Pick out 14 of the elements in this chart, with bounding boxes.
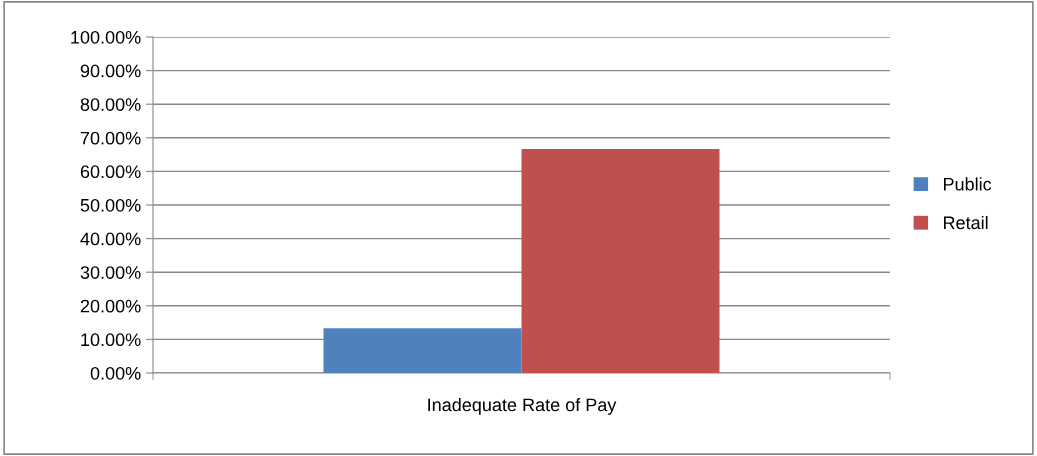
legend-label: Public	[943, 177, 992, 191]
y-tick-label: 0.00%	[90, 366, 141, 380]
y-tick-label: 60.00%	[80, 165, 141, 179]
y-tick-label: 90.00%	[80, 64, 141, 78]
y-tick-label: 80.00%	[80, 98, 141, 111]
y-tick-label: 30.00%	[80, 266, 141, 279]
x-tick-label: Inadequate Rate of Pay	[428, 398, 617, 415]
y-tick-label: 40.00%	[80, 232, 141, 246]
legend-label: Retail	[943, 215, 988, 230]
y-tick-label: 70.00%	[80, 131, 141, 145]
y-tick-label: 50.00%	[80, 198, 141, 212]
y-tick-label: 20.00%	[80, 299, 141, 313]
y-tick-label: 10.00%	[81, 333, 141, 347]
y-tick-label: 100.00%	[71, 30, 141, 44]
